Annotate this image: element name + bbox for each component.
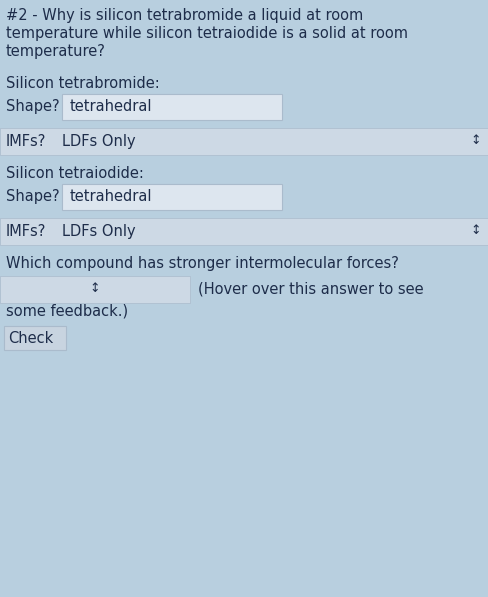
- Text: #2 - Why is silicon tetrabromide a liquid at room: #2 - Why is silicon tetrabromide a liqui…: [6, 8, 363, 23]
- Text: temperature while silicon tetraiodide is a solid at room: temperature while silicon tetraiodide is…: [6, 26, 408, 41]
- Text: (Hover over this answer to see: (Hover over this answer to see: [198, 282, 424, 297]
- Text: Shape?: Shape?: [6, 99, 60, 114]
- FancyBboxPatch shape: [62, 184, 282, 210]
- Text: tetrahedral: tetrahedral: [70, 99, 152, 114]
- FancyBboxPatch shape: [0, 218, 488, 245]
- Text: ↕: ↕: [90, 282, 100, 295]
- Text: Check: Check: [8, 331, 53, 346]
- Text: some feedback.): some feedback.): [6, 304, 128, 319]
- Text: ↕: ↕: [471, 224, 481, 237]
- Text: tetrahedral: tetrahedral: [70, 189, 152, 204]
- FancyBboxPatch shape: [4, 326, 66, 350]
- Text: temperature?: temperature?: [6, 44, 106, 59]
- Text: LDFs Only: LDFs Only: [62, 224, 136, 239]
- FancyBboxPatch shape: [0, 276, 190, 303]
- Text: Silicon tetrabromide:: Silicon tetrabromide:: [6, 76, 160, 91]
- FancyBboxPatch shape: [62, 94, 282, 120]
- Text: IMFs?: IMFs?: [6, 224, 46, 239]
- Text: LDFs Only: LDFs Only: [62, 134, 136, 149]
- Text: Which compound has stronger intermolecular forces?: Which compound has stronger intermolecul…: [6, 256, 399, 271]
- Text: ↕: ↕: [471, 134, 481, 147]
- Text: Silicon tetraiodide:: Silicon tetraiodide:: [6, 166, 144, 181]
- FancyBboxPatch shape: [0, 128, 488, 155]
- Text: Shape?: Shape?: [6, 189, 60, 204]
- Text: IMFs?: IMFs?: [6, 134, 46, 149]
